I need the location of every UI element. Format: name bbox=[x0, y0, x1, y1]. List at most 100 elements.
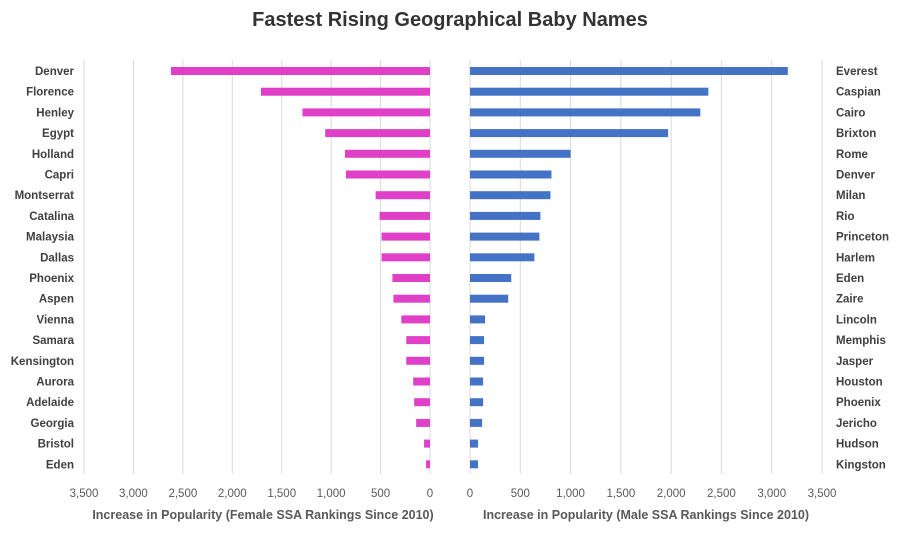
female-category-label: Malaysia bbox=[26, 232, 75, 244]
female-bar bbox=[302, 108, 430, 117]
male-bar bbox=[470, 232, 540, 241]
female-bar bbox=[345, 170, 430, 179]
male-bar bbox=[470, 439, 479, 448]
male-bar bbox=[470, 108, 701, 117]
male-tick-label: 0 bbox=[467, 488, 473, 500]
female-category-label: Montserrat bbox=[15, 190, 75, 202]
male-category-label: Milan bbox=[836, 190, 865, 202]
female-tick-label: 3,500 bbox=[70, 488, 99, 500]
female-category-label: Aspen bbox=[39, 294, 74, 306]
male-category-label: Eden bbox=[836, 273, 864, 285]
male-bar bbox=[470, 315, 486, 324]
female-bar bbox=[381, 253, 430, 262]
female-bar bbox=[392, 274, 430, 282]
female-bar bbox=[401, 315, 430, 324]
male-category-label: Brixton bbox=[836, 128, 876, 140]
female-tick-label: 2,000 bbox=[218, 488, 247, 500]
female-axis-label: Increase in Popularity (Female SSA Ranki… bbox=[92, 508, 433, 522]
male-bar bbox=[470, 418, 483, 427]
female-bar bbox=[406, 356, 430, 365]
male-category-label: Cairo bbox=[836, 107, 865, 119]
male-category-label: Denver bbox=[836, 170, 876, 182]
male-tick-label: 1,000 bbox=[556, 488, 585, 500]
female-bar bbox=[260, 87, 430, 96]
male-axis-label: Increase in Popularity (Male SSA Ranking… bbox=[483, 508, 809, 522]
male-category-label: Jasper bbox=[836, 356, 874, 368]
female-bar bbox=[406, 336, 430, 345]
male-tick-label: 3,500 bbox=[808, 488, 837, 500]
male-category-label: Zaire bbox=[836, 294, 864, 306]
male-bar bbox=[470, 398, 484, 407]
male-category-label: Rome bbox=[836, 149, 868, 161]
male-tick-label: 3,000 bbox=[757, 488, 786, 500]
female-bar bbox=[381, 232, 430, 241]
male-bar bbox=[470, 149, 571, 158]
male-bar bbox=[470, 336, 485, 345]
male-category-label: Lincoln bbox=[836, 314, 877, 326]
female-bar bbox=[393, 294, 430, 303]
female-category-label: Florence bbox=[26, 87, 74, 99]
male-bar bbox=[470, 67, 788, 75]
male-bar bbox=[470, 211, 541, 220]
female-category-label: Bristol bbox=[38, 439, 74, 451]
female-bar bbox=[344, 149, 430, 158]
female-category-label: Henley bbox=[36, 107, 74, 119]
female-category-label: Vienna bbox=[37, 314, 75, 326]
female-tick-label: 500 bbox=[371, 488, 390, 500]
male-bar bbox=[470, 129, 669, 138]
male-tick-label: 2,000 bbox=[657, 488, 686, 500]
female-category-label: Holland bbox=[32, 149, 74, 161]
male-bar bbox=[470, 253, 535, 262]
female-category-label: Capri bbox=[45, 170, 74, 182]
male-tick-label: 1,500 bbox=[606, 488, 635, 500]
female-bar bbox=[413, 377, 430, 386]
male-bar bbox=[470, 274, 512, 282]
female-category-label: Egypt bbox=[42, 128, 74, 140]
female-tick-label: 0 bbox=[427, 488, 433, 500]
female-bar bbox=[375, 191, 430, 200]
female-category-label: Eden bbox=[46, 459, 74, 471]
male-category-label: Jericho bbox=[836, 418, 877, 430]
male-category-label: Everest bbox=[836, 66, 878, 78]
chart-title: Fastest Rising Geographical Baby Names bbox=[252, 9, 648, 31]
male-bar bbox=[470, 460, 479, 469]
male-bar bbox=[470, 170, 552, 179]
male-category-label: Harlem bbox=[836, 252, 875, 264]
female-bar bbox=[379, 211, 430, 220]
male-bar bbox=[470, 87, 709, 96]
female-tick-label: 3,000 bbox=[119, 488, 148, 500]
male-category-label: Caspian bbox=[836, 87, 881, 99]
female-tick-label: 1,500 bbox=[267, 488, 296, 500]
female-category-label: Kensington bbox=[11, 356, 74, 368]
male-bar bbox=[470, 377, 484, 386]
female-bar bbox=[170, 67, 430, 75]
female-category-label: Samara bbox=[32, 335, 74, 347]
male-bar bbox=[470, 356, 485, 365]
female-category-label: Denver bbox=[35, 66, 75, 78]
female-category-label: Phoenix bbox=[29, 273, 74, 285]
male-panel: 0 500 1,000 1,500 2,000 2,500 3,000 3,500 Everes… bbox=[467, 60, 889, 522]
male-tick-label: 500 bbox=[511, 488, 530, 500]
male-category-label: Kingston bbox=[836, 459, 886, 471]
female-category-label: Aurora bbox=[36, 377, 74, 389]
female-bar bbox=[414, 398, 430, 407]
female-category-label: Georgia bbox=[31, 418, 75, 430]
female-bar bbox=[424, 439, 430, 448]
female-tick-label: 1,000 bbox=[317, 488, 346, 500]
male-tick-label: 2,500 bbox=[707, 488, 736, 500]
male-category-label: Memphis bbox=[836, 335, 886, 347]
female-bar bbox=[426, 460, 430, 469]
male-category-label: Houston bbox=[836, 377, 883, 389]
male-category-label: Rio bbox=[836, 211, 855, 223]
female-tick-label: 2,500 bbox=[168, 488, 197, 500]
female-category-label: Dallas bbox=[40, 252, 74, 264]
male-category-label: Hudson bbox=[836, 439, 879, 451]
female-category-label: Catalina bbox=[29, 211, 74, 223]
female-panel: 0 500 1,000 1,500 2,000 2,500 3,000 3,500 Denver… bbox=[11, 60, 434, 522]
female-category-label: Adelaide bbox=[26, 397, 74, 409]
male-bar bbox=[470, 191, 551, 200]
male-category-label: Princeton bbox=[836, 232, 889, 244]
female-bar bbox=[325, 129, 430, 138]
